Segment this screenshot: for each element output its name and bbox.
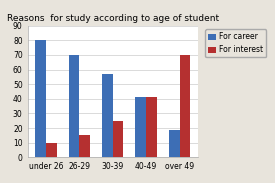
Text: Reasons  for study according to age of student: Reasons for study according to age of st… [7,14,219,23]
Bar [35,40,46,157]
Bar [136,97,146,157]
Bar [113,121,123,157]
Bar [79,135,90,157]
Bar [169,130,180,157]
Bar [146,97,157,157]
Legend: For career, For interest: For career, For interest [205,29,266,57]
Bar [102,74,113,157]
Bar [69,55,79,157]
Bar [180,55,190,157]
Bar [46,143,57,157]
